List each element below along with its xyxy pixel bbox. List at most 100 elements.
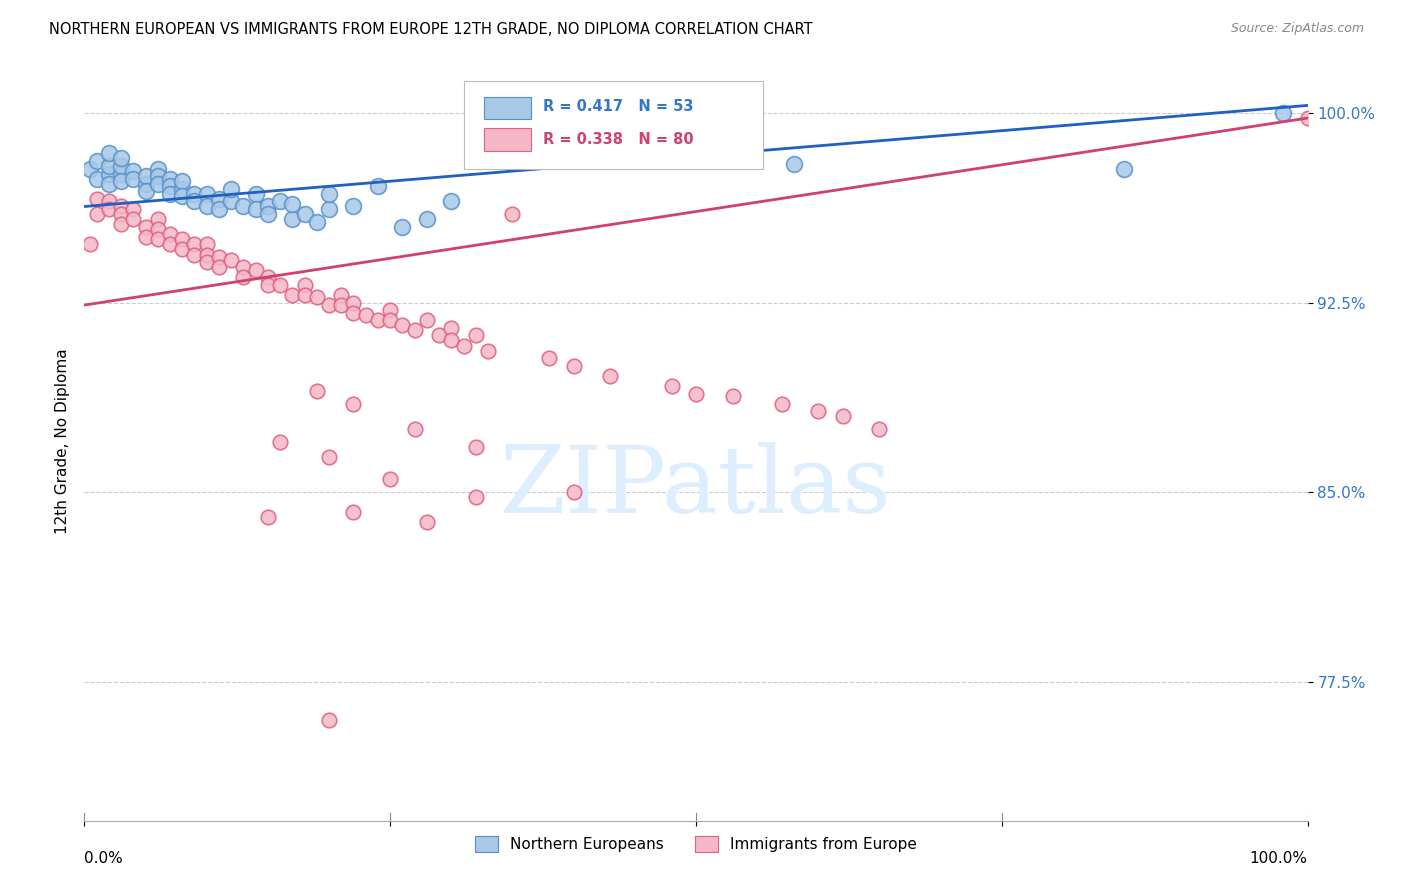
Point	[122, 171, 145, 186]
Point	[770, 397, 793, 411]
Point	[79, 237, 101, 252]
Point	[208, 202, 231, 216]
Point	[869, 422, 891, 436]
Point	[97, 202, 120, 216]
Point	[269, 277, 291, 292]
Point	[416, 212, 439, 227]
Text: NORTHERN EUROPEAN VS IMMIGRANTS FROM EUROPE 12TH GRADE, NO DIPLOMA CORRELATION C: NORTHERN EUROPEAN VS IMMIGRANTS FROM EUR…	[49, 22, 813, 37]
Point	[110, 217, 132, 231]
Point	[342, 305, 364, 319]
Point	[330, 298, 353, 312]
Point	[477, 343, 499, 358]
Point	[294, 207, 316, 221]
Point	[97, 177, 120, 191]
Point	[354, 308, 377, 322]
Text: ZIPatlas: ZIPatlas	[501, 442, 891, 532]
Point	[391, 318, 413, 333]
Point	[538, 351, 561, 366]
Point	[318, 202, 340, 216]
Point	[135, 185, 157, 199]
Point	[661, 379, 683, 393]
Point	[195, 200, 218, 214]
Point	[146, 169, 169, 184]
Legend: Northern Europeans, Immigrants from Europe: Northern Europeans, Immigrants from Euro…	[470, 830, 922, 858]
Point	[1296, 111, 1319, 125]
Point	[380, 473, 402, 487]
Point	[110, 207, 132, 221]
Point	[257, 510, 280, 524]
Point	[1272, 106, 1295, 120]
Point	[195, 255, 218, 269]
Point	[232, 260, 254, 275]
Point	[232, 200, 254, 214]
FancyBboxPatch shape	[484, 96, 531, 120]
Point	[172, 174, 194, 188]
Point	[416, 516, 439, 530]
Point	[342, 200, 364, 214]
Point	[269, 434, 291, 449]
Point	[342, 397, 364, 411]
Text: R = 0.417   N = 53: R = 0.417 N = 53	[543, 99, 693, 114]
Point	[562, 485, 585, 500]
Point	[404, 422, 426, 436]
Point	[97, 194, 120, 209]
Point	[440, 320, 463, 334]
Point	[464, 440, 486, 454]
Point	[318, 298, 340, 312]
Point	[305, 384, 328, 398]
Point	[195, 186, 218, 201]
Point	[159, 186, 181, 201]
Point	[86, 171, 108, 186]
Point	[146, 161, 169, 176]
FancyBboxPatch shape	[484, 128, 531, 151]
Point	[97, 146, 120, 161]
Point	[86, 153, 108, 168]
Point	[172, 232, 194, 246]
Point	[281, 197, 304, 211]
Point	[110, 174, 132, 188]
Point	[159, 179, 181, 194]
Point	[281, 212, 304, 227]
Point	[122, 164, 145, 178]
Point	[342, 505, 364, 519]
Point	[391, 219, 413, 234]
Point	[245, 262, 267, 277]
Point	[86, 207, 108, 221]
Point	[86, 192, 108, 206]
Point	[232, 270, 254, 285]
Point	[208, 192, 231, 206]
Point	[427, 328, 450, 343]
Point	[135, 219, 157, 234]
Point	[110, 167, 132, 181]
Point	[183, 247, 205, 261]
Text: Source: ZipAtlas.com: Source: ZipAtlas.com	[1230, 22, 1364, 36]
Point	[305, 291, 328, 305]
Point	[219, 252, 242, 267]
Point	[330, 288, 353, 302]
Point	[195, 237, 218, 252]
Point	[380, 303, 402, 318]
Point	[318, 713, 340, 727]
Point	[257, 277, 280, 292]
Point	[208, 260, 231, 275]
Point	[172, 243, 194, 257]
Point	[146, 222, 169, 236]
Point	[831, 409, 853, 424]
Point	[305, 215, 328, 229]
Point	[502, 207, 524, 221]
Point	[183, 194, 205, 209]
Point	[146, 177, 169, 191]
Point	[110, 152, 132, 166]
Point	[122, 212, 145, 227]
Point	[367, 179, 389, 194]
Point	[195, 247, 218, 261]
Point	[453, 338, 475, 352]
FancyBboxPatch shape	[464, 81, 763, 169]
Point	[257, 270, 280, 285]
Point	[380, 313, 402, 327]
Point	[172, 189, 194, 203]
Point	[342, 295, 364, 310]
Point	[97, 167, 120, 181]
Point	[464, 328, 486, 343]
Point	[79, 161, 101, 176]
